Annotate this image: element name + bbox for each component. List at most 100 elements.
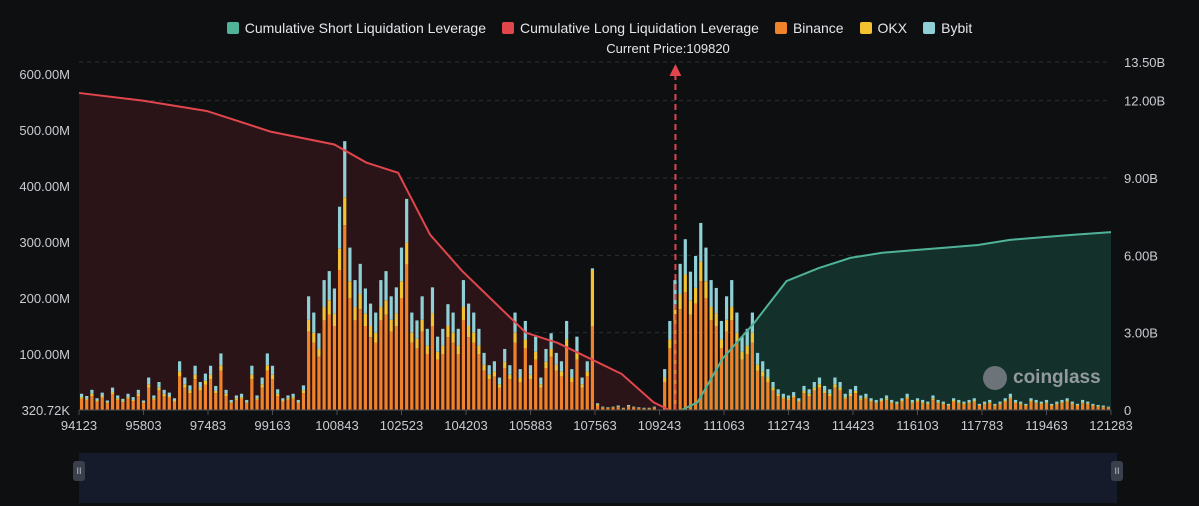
bar-binance [957, 403, 961, 410]
bar-okx [348, 281, 352, 298]
bar-bybit [595, 403, 600, 405]
bar-binance [967, 403, 971, 410]
bar-okx [451, 332, 455, 343]
bar-okx [941, 403, 945, 405]
bar-okx [482, 364, 486, 371]
bar-okx [141, 402, 146, 404]
bar-okx [642, 408, 646, 409]
bar-okx [1008, 397, 1012, 399]
bar-bybit [178, 361, 182, 372]
bar-bybit [528, 365, 533, 375]
bar-binance [869, 401, 873, 410]
bar-binance [895, 404, 899, 410]
bar-binance [786, 399, 791, 410]
bar-okx [823, 390, 827, 394]
range-slider-right-handle[interactable]: II [1111, 461, 1123, 481]
bar-binance [193, 379, 197, 410]
bar-bybit [358, 263, 362, 295]
bar-okx [982, 403, 987, 405]
bar-bybit [843, 393, 847, 398]
bar-okx [1024, 404, 1028, 406]
bar-binance [322, 320, 326, 410]
bar-okx [539, 384, 543, 388]
bar-bybit [993, 403, 997, 405]
bar-bybit [694, 256, 698, 288]
bar-binance [451, 342, 455, 410]
bar-binance [864, 398, 868, 410]
short-line [681, 231, 1112, 411]
bar-binance [730, 320, 734, 410]
bar-binance [286, 399, 290, 410]
bar-bybit [234, 395, 238, 399]
bar-bybit [823, 385, 827, 391]
bar-binance [807, 396, 811, 410]
range-slider-left-handle[interactable]: II [73, 461, 85, 481]
right-y-tick: 6.00B [1124, 248, 1158, 263]
bar-binance [214, 393, 218, 410]
bar-binance [637, 408, 641, 410]
bar-bybit [642, 407, 646, 409]
bar-okx [1044, 402, 1049, 404]
bar-binance [203, 384, 208, 410]
bar-okx [879, 400, 883, 402]
bar-bybit [1086, 401, 1090, 404]
legend-bybit[interactable]: Bybit [923, 20, 972, 36]
bar-bybit [890, 399, 894, 403]
x-tick-label: 114423 [832, 418, 874, 433]
bar-bybit [492, 361, 496, 372]
bar-okx [575, 351, 579, 360]
bar-bybit [864, 393, 868, 398]
bar-binance [100, 397, 104, 410]
bar-bybit [745, 328, 749, 346]
bar-binance [131, 401, 135, 410]
bar-bybit [224, 389, 228, 394]
left-y-tick: 300.00M [19, 235, 70, 250]
bar-binance [430, 326, 435, 410]
bar-okx [771, 387, 775, 391]
bar-binance [446, 337, 450, 410]
bar-bybit [281, 398, 285, 401]
bar-bybit [838, 382, 842, 388]
bar-binance [513, 342, 517, 410]
bar-binance [735, 342, 739, 410]
bar-bybit [936, 399, 940, 403]
bar-bybit [931, 395, 935, 399]
bar-binance [1008, 398, 1012, 410]
bar-bybit [1070, 401, 1074, 404]
coinglass-watermark: coinglass [983, 366, 1101, 390]
bar-okx [1091, 404, 1095, 406]
legend-long[interactable]: Cumulative Long Liquidation Leverage [502, 20, 759, 36]
bar-binance [466, 337, 471, 410]
bar-okx [637, 407, 641, 409]
bar-okx [528, 374, 533, 380]
legend-short[interactable]: Cumulative Short Liquidation Leverage [226, 20, 486, 36]
bar-bybit [523, 320, 527, 340]
bar-okx [245, 402, 249, 404]
bar-okx [699, 261, 703, 282]
legend-okx[interactable]: OKX [859, 20, 908, 36]
bar-binance [255, 399, 259, 410]
bar-binance [1024, 405, 1028, 410]
bar-bybit [988, 399, 992, 403]
right-y-tick: 12.00B [1124, 94, 1165, 109]
bar-bybit [1106, 406, 1111, 408]
bar-okx [270, 374, 275, 380]
long-area [79, 92, 670, 410]
bar-okx [833, 384, 837, 388]
bar-binance [575, 359, 579, 410]
bar-okx [673, 306, 677, 321]
bar-okx [864, 397, 868, 399]
bar-bybit [941, 401, 945, 404]
range-slider[interactable]: II II [73, 453, 1123, 503]
legend-binance[interactable]: Binance [774, 20, 844, 36]
bar-bybit [1081, 399, 1085, 403]
bar-bybit [730, 280, 734, 307]
bar-binance [157, 390, 161, 410]
bar-okx [353, 306, 357, 321]
legend-okx-label: OKX [877, 20, 908, 36]
bar-binance [441, 354, 445, 410]
bar-okx [724, 319, 729, 332]
bar-okx [549, 348, 553, 357]
bar-binance [95, 401, 99, 410]
bar-bybit [363, 288, 367, 314]
